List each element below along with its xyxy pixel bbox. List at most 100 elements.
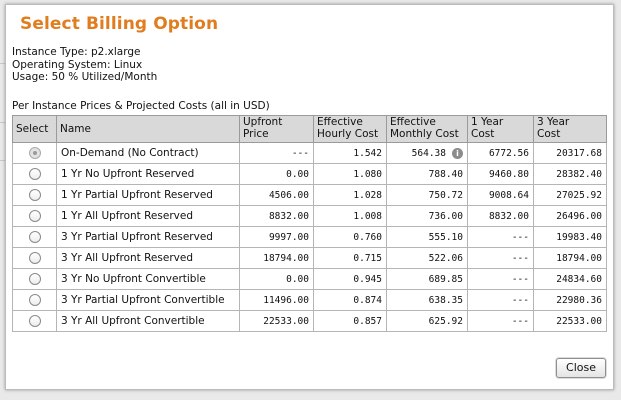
table-row[interactable]: On-Demand (No Contract) --- 1.542 564.38… [12,142,607,164]
header-name: Name [56,115,240,143]
backdrop-divider [0,122,6,123]
year3-cost: 27025.92 [533,184,607,206]
monthly-cost: 736.00 [386,205,468,227]
monthly-cost: 625.92 [386,310,468,332]
option-name: 3 Yr All Upfront Reserved [56,247,240,269]
billing-option-radio[interactable] [28,252,41,264]
option-name: 1 Yr All Upfront Reserved [56,205,240,227]
table-header-row: Select Name Upfront Price Effective Hour… [12,115,607,143]
year1-cost: --- [467,289,534,311]
monthly-cost: 638.35 [386,289,468,311]
billing-option-radio[interactable] [28,294,41,306]
instance-type-text: Instance Type: p2.xlarge [12,46,141,58]
header-hourly-line1: Effective [317,116,363,128]
header-select: Select [12,115,57,143]
header-hourly-cost: Effective Hourly Cost [313,115,387,143]
monthly-cost: 564.38 [411,147,446,159]
header-3-year-cost: 3 Year Cost [533,115,607,143]
hourly-cost: 1.028 [313,184,387,206]
usage-text: Usage: 50 % Utilized/Month [12,71,158,83]
hourly-cost: 0.945 [313,268,387,290]
billing-option-radio[interactable] [28,315,41,327]
monthly-cost: 522.06 [386,247,468,269]
year1-cost: --- [467,247,534,269]
table-caption: Per Instance Prices & Projected Costs (a… [12,100,270,112]
upfront-price: 0.00 [239,163,314,185]
select-cell [12,205,57,227]
year3-cost: 18794.00 [533,247,607,269]
table-row[interactable]: 3 Yr Partial Upfront Reserved 9997.00 0.… [12,226,607,248]
hourly-cost: 1.080 [313,163,387,185]
monthly-cost: 750.72 [386,184,468,206]
option-name: 1 Yr No Upfront Reserved [56,163,240,185]
option-name: 3 Yr Partial Upfront Reserved [56,226,240,248]
option-name: 3 Yr All Upfront Convertible [56,310,240,332]
header-upfront-line1: Upfront [243,116,283,128]
option-name: 3 Yr No Upfront Convertible [56,268,240,290]
year1-cost: 6772.56 [467,142,534,164]
select-cell [12,163,57,185]
table-row[interactable]: 1 Yr Partial Upfront Reserved 4506.00 1.… [12,184,607,206]
header-year1-line1: 1 Year [471,116,504,128]
hourly-cost: 0.715 [313,247,387,269]
table-row[interactable]: 3 Yr Partial Upfront Convertible 11496.0… [12,289,607,311]
year1-cost: --- [467,310,534,332]
billing-option-radio[interactable] [28,147,41,159]
backdrop-divider [0,63,6,64]
select-cell [12,184,57,206]
billing-option-radio[interactable] [28,189,41,201]
header-year3-line1: 3 Year [537,116,570,128]
upfront-price: 11496.00 [239,289,314,311]
year3-cost: 19983.40 [533,226,607,248]
select-cell [12,142,57,164]
table-row[interactable]: 3 Yr All Upfront Convertible 22533.00 0.… [12,310,607,332]
option-name: On-Demand (No Contract) [56,142,240,164]
table-row[interactable]: 1 Yr No Upfront Reserved 0.00 1.080 788.… [12,163,607,185]
upfront-price: --- [239,142,314,164]
header-1-year-cost: 1 Year Cost [467,115,534,143]
header-monthly-cost: Effective Monthly Cost [386,115,468,143]
header-year1-line2: Cost [471,128,495,140]
backdrop-divider [0,160,6,161]
select-cell [12,310,57,332]
year1-cost: 8832.00 [467,205,534,227]
upfront-price: 8832.00 [239,205,314,227]
select-cell [12,268,57,290]
table-row[interactable]: 3 Yr All Upfront Reserved 18794.00 0.715… [12,247,607,269]
monthly-cost-cell: 564.38 i [386,142,468,164]
hourly-cost: 1.542 [313,142,387,164]
table-row[interactable]: 3 Yr No Upfront Convertible 0.00 0.945 6… [12,268,607,290]
year3-cost: 20317.68 [533,142,607,164]
year3-cost: 22980.36 [533,289,607,311]
hourly-cost: 0.874 [313,289,387,311]
table-row[interactable]: 1 Yr All Upfront Reserved 8832.00 1.008 … [12,205,607,227]
upfront-price: 4506.00 [239,184,314,206]
header-upfront-price: Upfront Price [239,115,314,143]
year1-cost: 9460.80 [467,163,534,185]
year1-cost: --- [467,226,534,248]
header-hourly-line2: Hourly Cost [317,128,379,140]
select-cell [12,289,57,311]
year3-cost: 26496.00 [533,205,607,227]
instance-info: Instance Type: p2.xlarge Operating Syste… [12,46,157,84]
hourly-cost: 1.008 [313,205,387,227]
billing-option-radio[interactable] [28,231,41,243]
close-button[interactable]: Close [556,358,606,378]
upfront-price: 18794.00 [239,247,314,269]
pricing-table: Select Name Upfront Price Effective Hour… [12,115,607,332]
header-year3-line2: Cost [537,128,561,140]
billing-option-radio[interactable] [28,168,41,180]
info-icon[interactable]: i [452,147,463,159]
dialog-title: Select Billing Option [20,14,219,34]
upfront-price: 22533.00 [239,310,314,332]
header-monthly-line2: Monthly Cost [390,128,459,140]
select-cell [12,226,57,248]
year3-cost: 24834.60 [533,268,607,290]
billing-option-radio[interactable] [28,273,41,285]
year1-cost: --- [467,268,534,290]
monthly-cost: 555.10 [386,226,468,248]
header-monthly-line1: Effective [390,116,436,128]
year1-cost: 9008.64 [467,184,534,206]
monthly-cost: 689.85 [386,268,468,290]
billing-option-radio[interactable] [28,210,41,222]
